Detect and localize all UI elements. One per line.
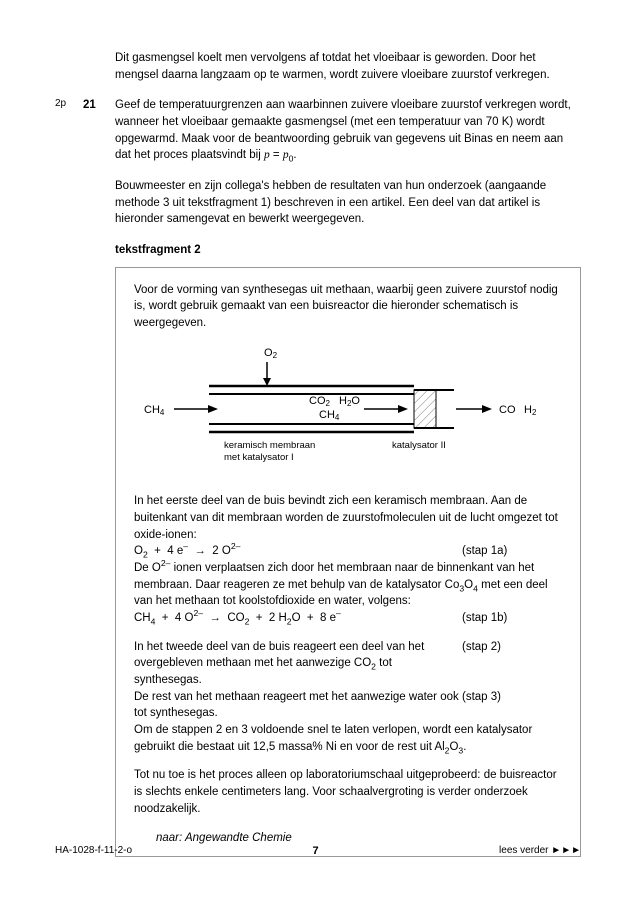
diagram-label-h2: H2 xyxy=(524,404,537,417)
question-row: 2p 21 Geef de temperatuurgrenzen aan waa… xyxy=(55,97,581,164)
page-footer: HA-1028-f-11-2-o 7 lees verder ►►► xyxy=(55,844,581,860)
question-text-before: Geef de temperatuurgrenzen aan waarbinne… xyxy=(115,99,571,161)
footer-left: HA-1028-f-11-2-o xyxy=(55,844,132,860)
diagram-label-o2: O2 xyxy=(264,347,278,360)
box-p3: In het tweede deel van de buis reageert … xyxy=(134,639,562,756)
diagram-caption-membrane-2: met katalysator I xyxy=(224,452,294,463)
intro-paragraph: Dit gasmengsel koelt men vervolgens af t… xyxy=(115,50,581,83)
box-p4: Tot nu toe is het proces alleen op labor… xyxy=(134,767,562,817)
box-p3c-text: Om de stappen 2 en 3 voldoende snel te l… xyxy=(134,724,532,753)
equation-1b: CH4 + 4 O2– → CO2 + 2 H2O + 8 e– xyxy=(134,610,462,627)
step-3-label: (stap 3) xyxy=(462,689,562,722)
question-text-after: . xyxy=(293,149,296,161)
question-points: 2p xyxy=(55,97,73,164)
box-p2b: De O2– ionen verplaatsen zich door het m… xyxy=(134,562,548,607)
diagram-label-ch4-mid: CH4 xyxy=(319,409,340,422)
equation-1a: O2 + 4 e– → 2 O2– xyxy=(134,543,462,560)
diagram-label-h2o: H2O xyxy=(339,395,360,408)
bridge-paragraph: Bouwmeester en zijn collega's hebben de … xyxy=(115,178,581,228)
footer-page-number: 7 xyxy=(313,844,319,860)
step-1b-label: (stap 1b) xyxy=(462,610,562,627)
box-intro: Voor de vorming van synthesegas uit meth… xyxy=(134,282,562,332)
diagram-caption-membrane-1: keramisch membraan xyxy=(224,440,315,451)
question-number: 21 xyxy=(83,97,96,164)
diagram-label-co2: CO2 xyxy=(309,395,331,408)
question-text: Geef de temperatuurgrenzen aan waarbinne… xyxy=(115,97,581,164)
diagram-label-co: CO xyxy=(499,404,516,416)
fragment-title: tekstfragment 2 xyxy=(115,242,581,259)
reactor-diagram: O2 CH4 CO2 H2O CH4 xyxy=(134,344,562,480)
diagram-caption-kat2: katalysator II xyxy=(392,440,446,451)
footer-right: lees verder ►►► xyxy=(499,844,581,860)
text-fragment-box: Voor de vorming van synthesegas uit meth… xyxy=(115,267,581,857)
step-2-label: (stap 2) xyxy=(462,639,562,689)
diagram-label-ch4-in: CH4 xyxy=(144,404,165,417)
box-p2: In het eerste deel van de buis bevindt z… xyxy=(134,493,562,626)
box-p2a: In het eerste deel van de buis bevindt z… xyxy=(134,495,558,540)
box-p3b-text: De rest van het methaan reageert met het… xyxy=(134,689,462,722)
box-p3a-text: In het tweede deel van de buis reageert … xyxy=(134,639,462,689)
step-1a-label: (stap 1a) xyxy=(462,543,562,560)
